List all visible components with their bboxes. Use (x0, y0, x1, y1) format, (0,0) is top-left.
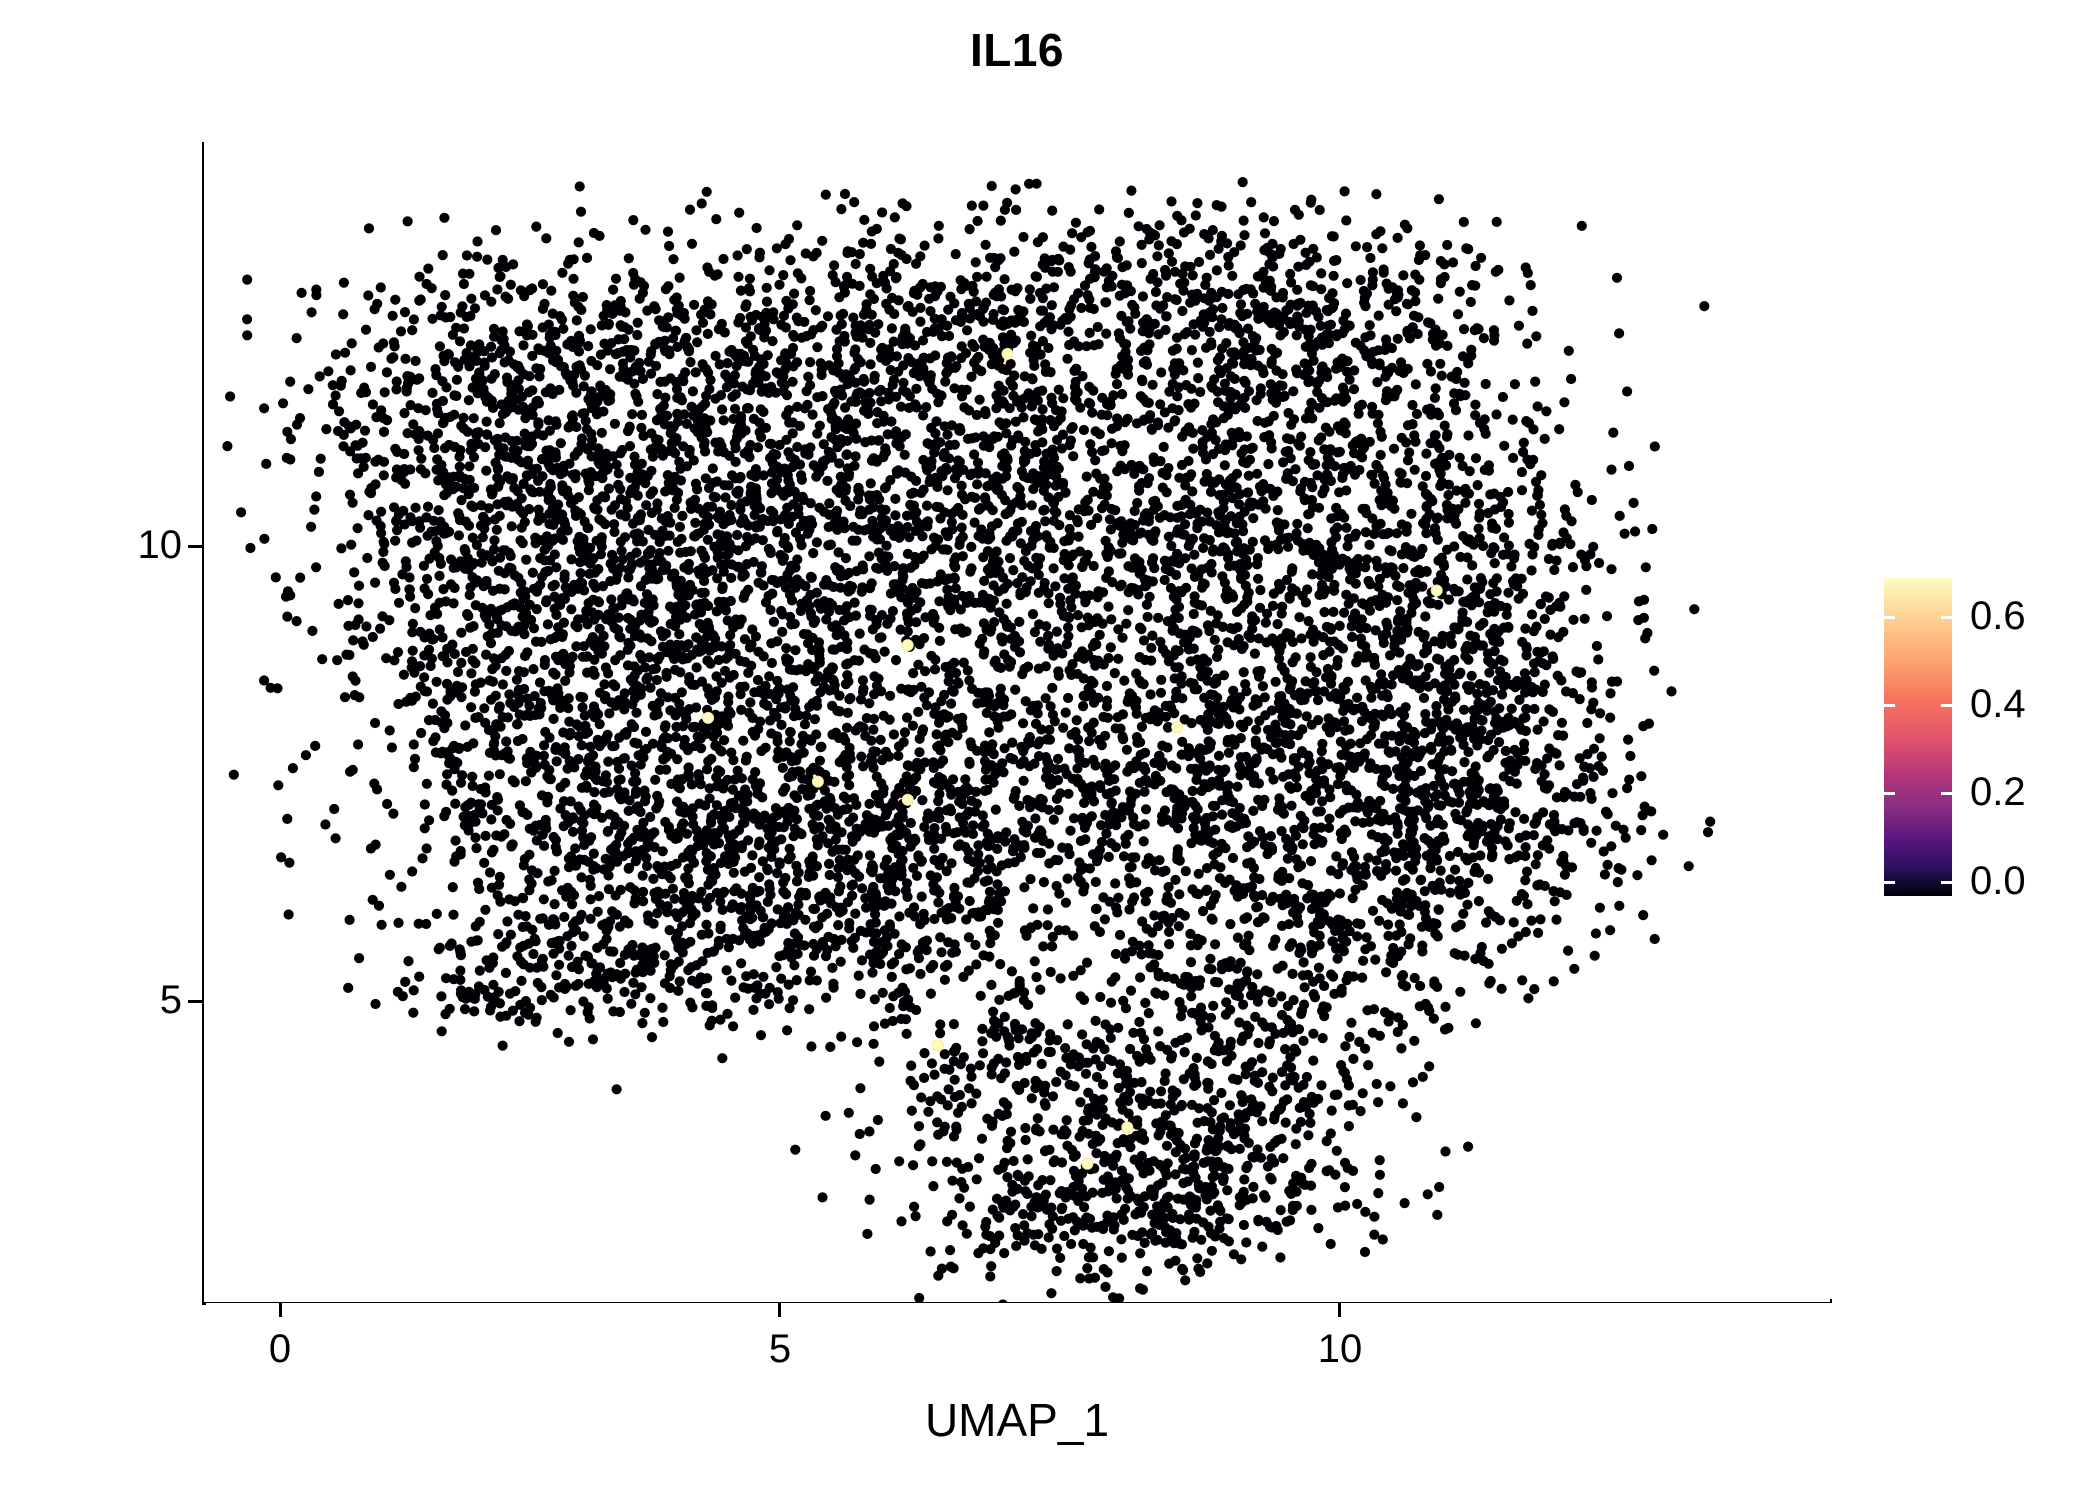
scatter-points-layer (222, 177, 1716, 1302)
page-title: IL16 (969, 24, 1065, 76)
legend-label-0.6: 0.6 (1970, 594, 2026, 638)
colorbar-tick-0.0-left (1884, 881, 1895, 884)
y-axis-tick-5 (188, 1000, 202, 1003)
colorbar-gradient (1884, 578, 1952, 896)
x-axis-tick-label-5: 5 (768, 1327, 792, 1371)
x-axis-tick-label-10: 10 (1317, 1327, 1363, 1371)
y-axis-tick-10 (188, 545, 202, 548)
x-axis-tick-label-0: 0 (268, 1327, 292, 1371)
colorbar-tick-0.6-right (1941, 616, 1952, 619)
legend: 0.6 0.4 0.2 0.0 (1884, 578, 2084, 903)
legend-label-0.0: 0.0 (1970, 859, 2026, 903)
y-axis-tick-label-10: 10 (137, 523, 183, 567)
x-axis-tick-5 (778, 1303, 781, 1317)
colorbar-tick-0.0-right (1941, 881, 1952, 884)
x-axis-label: UMAP_1 (924, 1394, 1110, 1446)
x-axis-tick-0 (279, 1303, 282, 1317)
colorbar-tick-0.2-left (1884, 792, 1895, 795)
colorbar-tick-0.4-left (1884, 704, 1895, 707)
colorbar-tick-0.6-left (1884, 616, 1895, 619)
plot-panel (204, 142, 1830, 1302)
colorbar-tick-0.2-right (1941, 792, 1952, 795)
colorbar-tick-0.4-right (1941, 704, 1952, 707)
y-axis-tick-label-5: 5 (159, 978, 182, 1022)
x-axis-tick-10 (1338, 1303, 1341, 1317)
legend-label-0.4: 0.4 (1970, 682, 2026, 726)
legend-label-0.2: 0.2 (1970, 770, 2026, 814)
